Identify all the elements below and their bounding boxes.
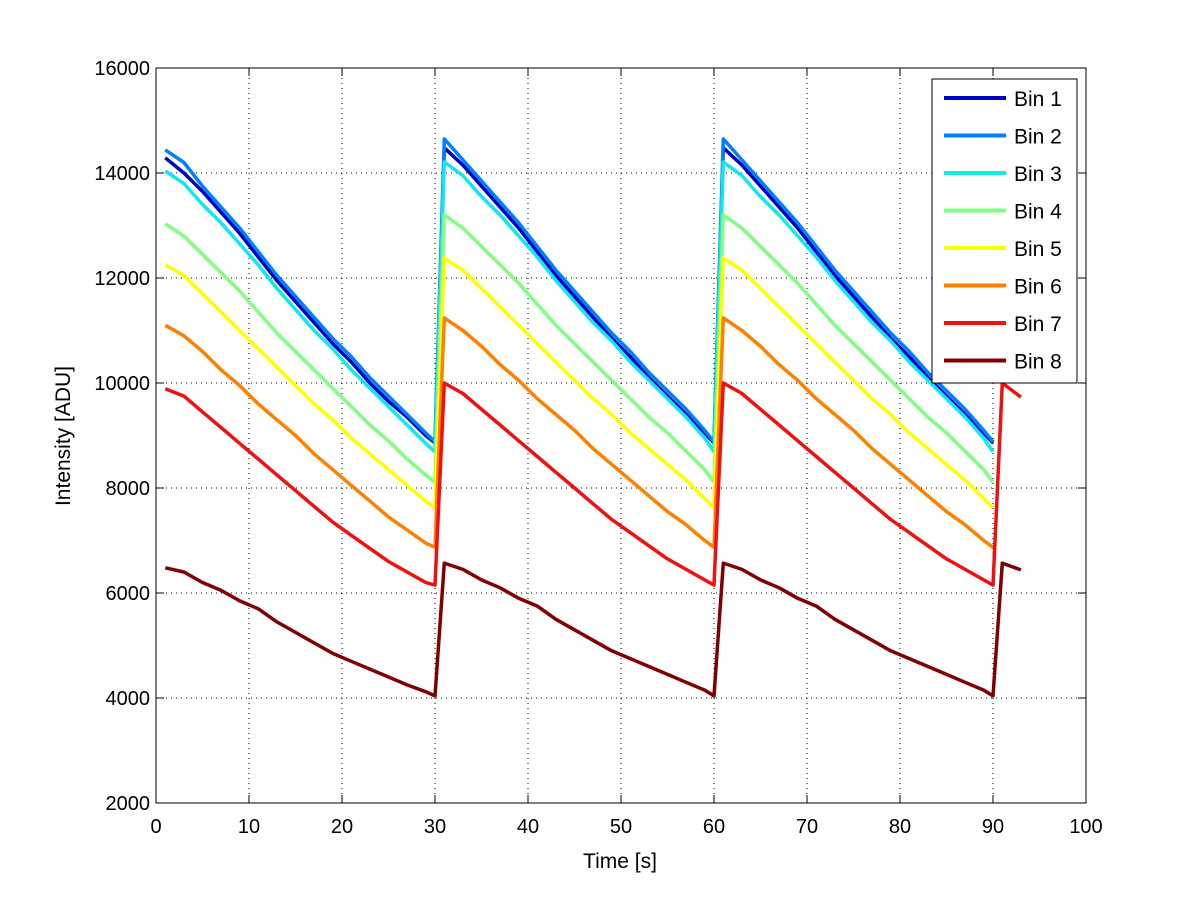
x-tick-label: 100 — [1069, 816, 1102, 838]
legend-label-bin-6: Bin 6 — [1014, 276, 1062, 299]
legend-label-bin-5: Bin 5 — [1014, 238, 1062, 261]
x-tick-label: 20 — [331, 816, 353, 838]
y-tick-label: 6000 — [106, 583, 151, 605]
legend-label-bin-4: Bin 4 — [1014, 201, 1062, 224]
plot-background — [156, 68, 1086, 803]
series-line-bin-2 — [164, 137, 995, 444]
series-line-bin-4 — [164, 213, 995, 484]
x-tick-label: 50 — [610, 816, 632, 838]
x-tick-label: 70 — [796, 816, 818, 838]
y-axis-ticks: 2000 4000 6000 8000 10000 12000 14000 16000 — [94, 58, 1086, 815]
legend-label-bin-8: Bin 8 — [1014, 351, 1062, 374]
legend-label-bin-2: Bin 2 — [1014, 126, 1062, 149]
y-axis-label: Intensity [ADU] — [52, 366, 75, 506]
x-tick-label: 40 — [517, 816, 539, 838]
x-tick-label: 10 — [238, 816, 260, 838]
x-axis-label: Time [s] — [583, 850, 657, 873]
series-lines — [164, 137, 1022, 698]
legend-label-bin-1: Bin 1 — [1014, 88, 1062, 111]
series-line-bin-6 — [164, 316, 995, 550]
x-tick-label: 60 — [703, 816, 725, 838]
series-line-bin-8 — [164, 561, 1022, 698]
y-tick-label: 12000 — [94, 268, 150, 290]
series-line-bin-5 — [164, 256, 995, 510]
legend-label-bin-7: Bin 7 — [1014, 313, 1062, 336]
series-line-bin-7 — [164, 381, 1022, 587]
legend-label-bin-3: Bin 3 — [1014, 163, 1062, 186]
x-tick-label: 0 — [150, 816, 161, 838]
y-tick-label: 4000 — [106, 688, 151, 710]
series-line-bin-1 — [164, 146, 995, 445]
x-tick-label: 30 — [424, 816, 446, 838]
x-tick-label: 90 — [982, 816, 1004, 838]
x-tick-label: 80 — [889, 816, 911, 838]
legend-box — [931, 78, 1078, 384]
y-tick-label: 14000 — [94, 163, 150, 185]
x-axis-ticks: 0 10 20 30 40 50 60 70 80 90 100 — [150, 68, 1103, 838]
grid — [156, 68, 1086, 803]
y-tick-label: 10000 — [94, 373, 150, 395]
y-tick-label: 2000 — [106, 793, 151, 815]
series-line-bin-3 — [164, 160, 995, 454]
y-tick-label: 8000 — [106, 478, 151, 500]
legend: Bin 1 Bin 2 Bin 3 Bin 4 Bin 5 Bin 6 Bin 7 Bin 8 — [931, 78, 1078, 384]
y-tick-label: 16000 — [94, 58, 150, 80]
